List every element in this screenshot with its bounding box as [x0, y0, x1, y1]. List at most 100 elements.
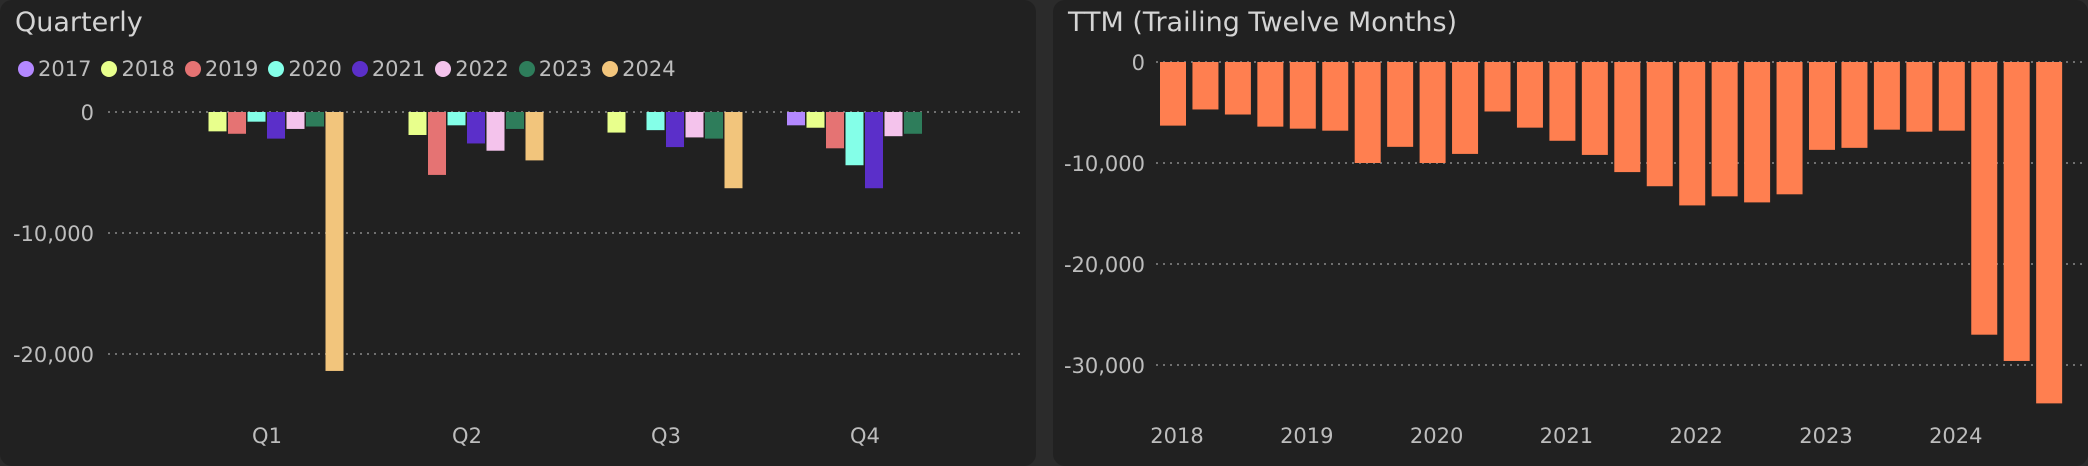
ttm-bar — [2036, 62, 2063, 404]
bar-Q2-2023 — [506, 112, 524, 129]
legend-item-2024[interactable]: 2024 — [602, 57, 676, 81]
bar-Q3-2023 — [705, 112, 723, 139]
legend-swatch — [184, 61, 201, 77]
legend-label: 2017 — [38, 57, 92, 81]
x-tick-label: Q4 — [850, 424, 880, 448]
ttm-bar — [1646, 62, 1673, 187]
ttm-bar — [1160, 62, 1186, 126]
ttm-bar — [1614, 62, 1641, 173]
x-tick-label: 2022 — [1669, 424, 1722, 448]
bar-Q2-2018 — [408, 112, 427, 135]
ttm-bar — [1938, 62, 1965, 131]
ttm-bar — [1971, 62, 1998, 335]
bar-Q4-2021 — [865, 112, 883, 189]
y-tick-label: -20,000 — [1064, 253, 1145, 277]
bar-Q4-2018 — [806, 112, 825, 128]
ttm-bar — [2003, 62, 2030, 361]
legend-label: 2023 — [538, 57, 593, 81]
bar-Q1-2023 — [306, 112, 324, 127]
x-tick-label: Q1 — [252, 424, 282, 448]
bar-Q3-2022 — [685, 112, 704, 138]
ttm-bar — [1257, 62, 1284, 127]
bar-Q4-2017 — [787, 112, 805, 126]
ttm-bar — [1581, 62, 1608, 155]
ttm-bar — [1322, 62, 1349, 131]
legend-label: 2022 — [455, 57, 509, 81]
ttm-bar — [1224, 62, 1251, 115]
ttm-bar — [1809, 62, 1835, 150]
ttm-bar — [1549, 62, 1576, 141]
bar-Q2-2020 — [447, 112, 466, 126]
legend-swatch — [351, 61, 368, 77]
y-tick-label: 0 — [81, 101, 94, 125]
legend-label: 2018 — [121, 57, 175, 81]
bar-Q1-2022 — [286, 112, 305, 129]
legend-item-2019[interactable]: 2019 — [184, 57, 259, 81]
bar-Q4-2023 — [904, 112, 922, 134]
ttm-bar — [1711, 62, 1738, 197]
bar-Q3-2020 — [646, 112, 665, 131]
legend-swatch — [18, 61, 34, 77]
ttm-bar — [1452, 62, 1479, 154]
x-tick-label: 2024 — [1929, 424, 1982, 448]
ttm-bar — [1354, 62, 1381, 163]
bar-Q1-2021 — [267, 112, 285, 139]
bar-Q3-2018 — [607, 112, 626, 133]
quarterly-legend: 2017 2018 2019 2020 2021 2022 2023 2024 — [18, 57, 686, 81]
ttm-chart-title: TTM (Trailing Twelve Months) — [1068, 7, 1458, 38]
x-tick-label: Q2 — [452, 424, 482, 448]
x-tick-label: 2018 — [1150, 424, 1203, 448]
ttm-bar — [1516, 62, 1543, 128]
bar-Q3-2021 — [666, 112, 684, 148]
x-tick-label: 2021 — [1540, 424, 1593, 448]
bar-Q1-2018 — [208, 112, 227, 132]
y-tick-label: -10,000 — [1064, 152, 1145, 176]
legend-label: 2019 — [204, 57, 259, 81]
y-tick-label: -30,000 — [1064, 354, 1145, 378]
x-tick-label: 2023 — [1799, 424, 1852, 448]
ttm-bar — [1679, 62, 1706, 206]
ttm-chart-panel: TTM (Trailing Twelve Months) 0 -10,000 -20… — [1053, 0, 2088, 466]
bar-Q2-2019 — [428, 112, 446, 175]
ttm-bar — [1419, 62, 1446, 163]
x-tick-label: Q3 — [651, 424, 681, 448]
ttm-bar — [1484, 62, 1511, 112]
quarterly-bar-chart: 0 -10,000 -20,000 Q1 Q2 Q3 Q4 — [13, 101, 1022, 448]
bar-Q2-2021 — [467, 112, 485, 144]
legend-swatch — [518, 61, 535, 77]
ttm-bar — [1387, 62, 1414, 147]
ttm-bar — [1744, 62, 1771, 203]
quarterly-chart-title: Quarterly — [15, 7, 143, 38]
quarterly-chart-panel: Quarterly 2017 2018 2019 2020 2021 2022 2023 20… — [0, 0, 1036, 466]
legend-label: 2020 — [288, 57, 342, 81]
legend-item-2023[interactable]: 2023 — [518, 57, 593, 81]
legend-item-2017[interactable]: 2017 — [18, 57, 91, 81]
bar-Q1-2019 — [228, 112, 246, 134]
legend-item-2018[interactable]: 2018 — [101, 57, 175, 81]
bar-Q3-2024 — [724, 112, 743, 189]
legend-label: 2024 — [622, 57, 676, 81]
x-tick-label: 2019 — [1280, 424, 1333, 448]
bar-Q1-2024 — [325, 112, 344, 371]
legend-swatch — [602, 61, 619, 77]
legend-swatch — [435, 61, 452, 77]
legend-swatch — [268, 61, 285, 77]
bar-Q4-2020 — [845, 112, 864, 166]
bar-Q4-2019 — [826, 112, 844, 149]
bar-Q1-2020 — [247, 112, 266, 122]
y-tick-label: -10,000 — [13, 222, 94, 246]
legend-item-2022[interactable]: 2022 — [435, 57, 509, 81]
bar-Q2-2024 — [525, 112, 544, 161]
ttm-bar — [1873, 62, 1900, 130]
legend-item-2021[interactable]: 2021 — [351, 57, 426, 81]
ttm-bar — [1906, 62, 1933, 132]
ttm-bar — [1192, 62, 1219, 110]
y-tick-label: -20,000 — [13, 343, 94, 367]
ttm-bar-chart: 0 -10,000 -20,000 -30,000 2018 2019 2020 2021 20… — [1064, 51, 2083, 448]
legend-swatch — [101, 61, 118, 77]
ttm-bar — [1776, 62, 1803, 195]
legend-label: 2021 — [371, 57, 426, 81]
bar-Q2-2022 — [486, 112, 505, 151]
ttm-bar — [1841, 62, 1868, 148]
legend-item-2020[interactable]: 2020 — [268, 57, 342, 81]
